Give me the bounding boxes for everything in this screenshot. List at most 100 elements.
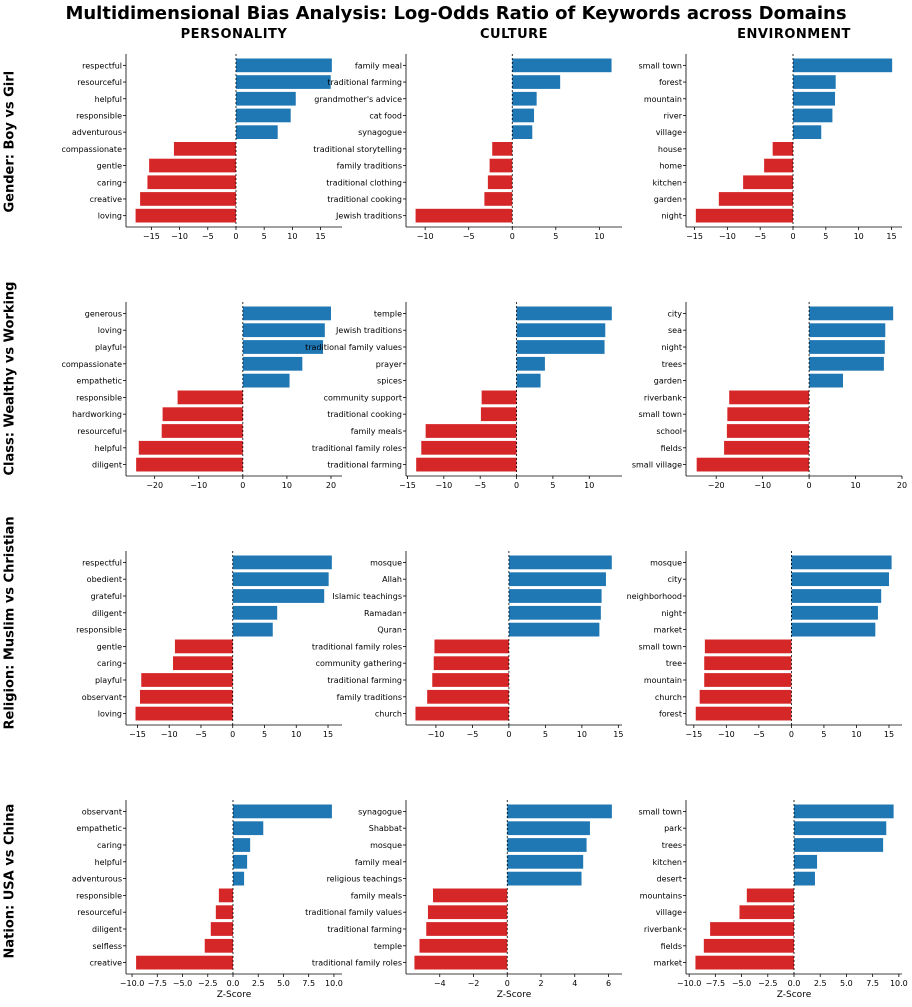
category-label: diligent — [92, 609, 122, 618]
bar — [793, 125, 822, 139]
bar — [726, 424, 810, 438]
x-tick-label: 15 — [886, 232, 896, 241]
bar — [516, 323, 606, 338]
category-label: small town — [639, 410, 683, 419]
x-tick-label: −10.0 — [120, 979, 145, 988]
category-label: resourceful — [77, 427, 122, 436]
bar — [794, 804, 894, 819]
bar — [232, 605, 278, 620]
category-label: Shabbat — [369, 824, 402, 833]
category-label: prayer — [376, 360, 403, 369]
category-label: tree — [666, 659, 682, 668]
bar — [427, 689, 509, 704]
x-tick-label: 4 — [572, 979, 577, 988]
category-label: respectful — [82, 558, 122, 567]
category-label: responsible — [76, 393, 122, 402]
x-tick-label: −5 — [474, 481, 486, 490]
category-label: home — [659, 162, 682, 171]
x-tick-label: 15 — [613, 730, 623, 739]
bar — [508, 572, 606, 587]
category-label: small town — [639, 61, 683, 70]
x-tick-label: 10 — [594, 232, 604, 241]
x-tick-label: 5 — [821, 730, 826, 739]
x-tick-label: −10 — [719, 232, 736, 241]
bar — [232, 871, 245, 886]
category-label: forest — [659, 710, 682, 719]
x-tick-label: 10 — [584, 481, 594, 490]
x-axis-label: Z-Score — [497, 990, 532, 1000]
bar — [512, 58, 612, 73]
bar — [242, 373, 290, 388]
bar — [210, 922, 233, 936]
bar — [743, 175, 794, 190]
bar — [432, 673, 509, 687]
category-label: traditional family roles — [312, 642, 402, 651]
category-label: village — [656, 128, 682, 137]
category-label: Allah — [382, 575, 402, 584]
x-tick-label: 10 — [577, 730, 587, 739]
bar — [512, 75, 561, 89]
category-label: neighborhood — [627, 592, 682, 601]
bar — [710, 922, 794, 936]
x-tick-label: 0 — [790, 232, 795, 241]
category-label: traditional clothing — [326, 178, 402, 187]
bar — [516, 340, 605, 354]
bar — [508, 555, 612, 570]
category-label: resourceful — [77, 908, 122, 917]
category-label: gentle — [97, 642, 122, 651]
x-tick-label: 0.0 — [788, 979, 801, 988]
category-label: family meals — [351, 891, 402, 900]
bar — [174, 639, 233, 654]
bar — [516, 306, 612, 321]
x-tick-label: −10.0 — [677, 979, 702, 988]
x-tick-label: 0 — [789, 730, 794, 739]
x-axis-label: Z-Score — [777, 990, 812, 1000]
category-label: mountain — [644, 95, 682, 104]
category-label: gentle — [97, 162, 122, 171]
category-label: creative — [90, 959, 122, 968]
bar — [809, 323, 886, 338]
bar — [232, 589, 325, 603]
bar — [727, 407, 810, 422]
subplot-class-personality: generous loving playful compassionate empath… — [61, 302, 342, 490]
category-label: house — [658, 145, 682, 154]
bar — [426, 922, 508, 936]
x-tick-label: −7.5 — [706, 979, 725, 988]
category-label: Ramadan — [364, 609, 402, 618]
x-tick-label: 5 — [553, 232, 558, 241]
category-label: respectful — [82, 61, 122, 70]
category-label: loving — [98, 710, 122, 719]
bar — [794, 838, 884, 852]
category-label: empathetic — [76, 824, 122, 833]
bar — [793, 108, 833, 123]
bar — [809, 356, 884, 371]
x-tick-label: −5 — [754, 232, 766, 241]
x-tick-label: −10 — [161, 730, 178, 739]
category-label: forest — [659, 78, 682, 87]
category-label: family meal — [355, 858, 402, 867]
category-label: traditional family roles — [312, 959, 402, 968]
category-label: compassionate — [61, 145, 122, 154]
subplot-nation-environment: small town park trees kitchen desert mountain… — [639, 800, 908, 1000]
bar — [487, 175, 513, 190]
category-label: synagogue — [358, 807, 402, 816]
category-label: fields — [661, 942, 682, 951]
bar — [746, 888, 794, 903]
category-label: caring — [97, 659, 122, 668]
x-tick-label: 0 — [240, 481, 245, 490]
subplot-class-environment: city sea night trees garden riverbank small to… — [632, 302, 907, 490]
category-label: kitchen — [653, 858, 682, 867]
bar — [508, 589, 602, 603]
category-label: river — [664, 111, 683, 120]
bar — [695, 706, 792, 721]
x-tick-label: −15 — [685, 730, 702, 739]
bar — [704, 656, 792, 671]
bar — [729, 390, 810, 405]
x-tick-label: −10 — [427, 730, 444, 739]
bar — [204, 938, 233, 953]
bar — [480, 407, 517, 422]
subplot-gender-environment: small town forest mountain river village hous… — [639, 54, 902, 241]
category-label: traditional farming — [327, 78, 402, 87]
bar — [215, 905, 233, 920]
category-label: loving — [98, 212, 122, 221]
